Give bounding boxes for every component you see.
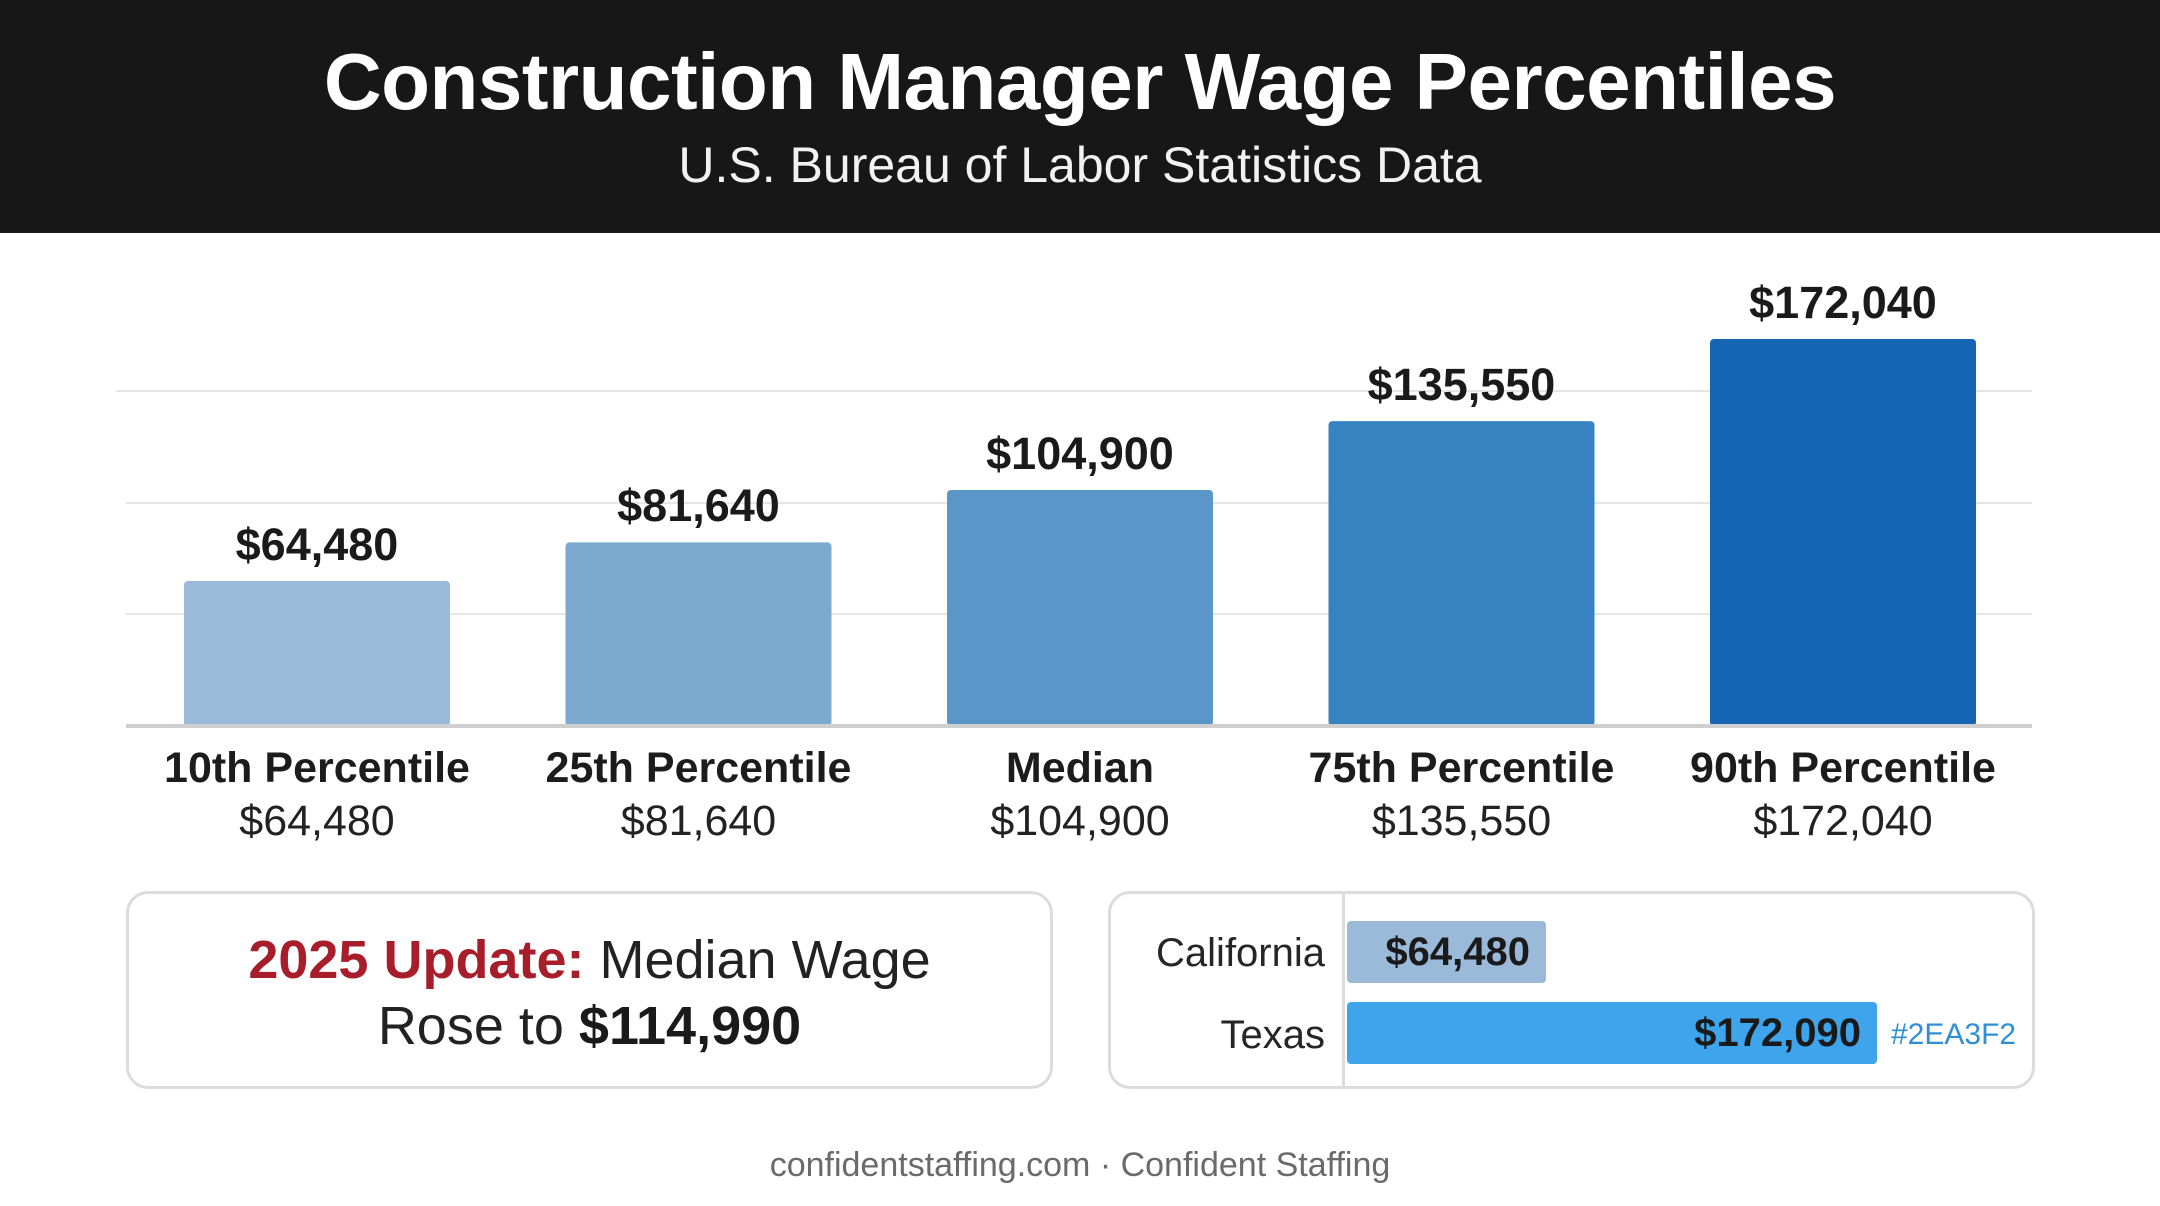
footer-credit: confidentstaffing.com · Confident Staffi… <box>769 1146 1391 1184</box>
bar-value-label: $64,480 <box>235 518 399 570</box>
update-amount: $114,990 <box>578 996 802 1056</box>
header: Construction Manager Wage Percentiles U.… <box>0 0 2160 233</box>
category-value: $172,040 <box>1753 797 1933 845</box>
state-bar-california: $64,480 <box>1347 921 1546 983</box>
state-value-texas: $172,090 <box>1694 1011 1861 1055</box>
category-label: 90th Percentile <box>1690 744 1996 792</box>
chart-title: Construction Manager Wage Percentiles <box>323 37 1837 126</box>
chart-subtitle: U.S. Bureau of Labor Statistics Data <box>678 137 1482 193</box>
state-value-california: $64,480 <box>1385 930 1530 974</box>
state-comparison: California $64,480 Texas $172,090 #2EA3F… <box>1108 891 2035 1089</box>
bars-layer <box>184 339 1976 726</box>
bar-value-label: $81,640 <box>617 480 780 532</box>
category-value: $104,900 <box>990 797 1170 845</box>
wage-bar-chart <box>116 339 2032 728</box>
bar-value-label: $104,900 <box>986 428 1174 480</box>
category-label: 25th Percentile <box>545 744 852 792</box>
color-code-note: #2EA3F2 <box>1891 1018 2017 1051</box>
update-callout: 2025 Update: Median Wage Rose to $114,99… <box>126 891 1053 1089</box>
bar <box>947 490 1213 726</box>
bar <box>1710 339 1976 726</box>
category-value: $81,640 <box>620 797 777 845</box>
bar <box>1328 421 1595 726</box>
bar <box>565 542 832 726</box>
category-value: $135,550 <box>1371 797 1552 845</box>
category-label: 75th Percentile <box>1308 744 1615 792</box>
category-value: $64,480 <box>239 797 395 845</box>
state-label-texas: Texas <box>1220 1013 1326 1057</box>
update-tag: 2025 Update: <box>248 930 585 990</box>
state-label-california: California <box>1156 931 1325 975</box>
bar-value-label: $135,550 <box>1367 359 1556 411</box>
category-label: Median <box>1005 744 1155 792</box>
divider <box>1342 894 1345 1086</box>
update-prefix: Rose to <box>377 996 579 1056</box>
bar-value-label: $172,040 <box>1749 277 1937 328</box>
update-text: Median Wage <box>584 930 931 990</box>
state-bar-texas: $172,090 <box>1347 1002 1877 1064</box>
category-label: 10th Percentile <box>164 744 470 792</box>
bar <box>184 581 450 726</box>
